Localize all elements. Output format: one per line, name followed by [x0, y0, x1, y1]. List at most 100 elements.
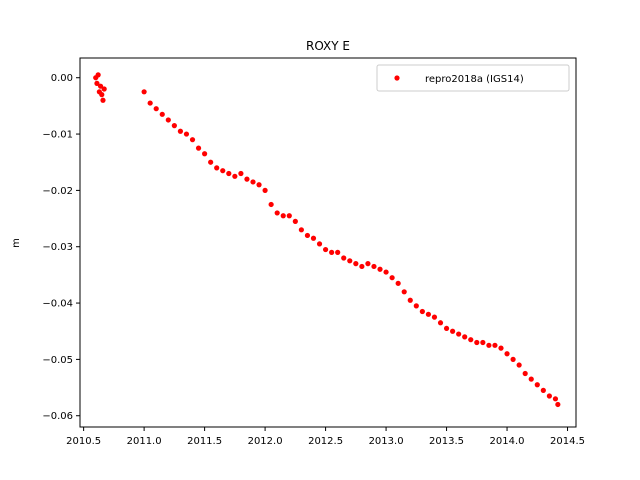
- data-point: [395, 280, 401, 286]
- plot-frame: [79, 57, 577, 428]
- data-point: [298, 227, 304, 233]
- data-point: [329, 249, 335, 255]
- chart-title: ROXY E: [306, 39, 350, 53]
- data-point: [310, 235, 317, 241]
- data-point: [510, 356, 516, 362]
- data-point: [419, 308, 425, 315]
- y-tick-label: −0.03: [42, 242, 73, 253]
- x-tick-label: 2011.5: [187, 436, 222, 447]
- data-point: [100, 97, 106, 103]
- x-axis: 2010.5 2011.0 2011.5 2012.0 2012.5 2013.0 2013…: [66, 427, 585, 447]
- data-point: [250, 179, 256, 185]
- data-point: [189, 137, 196, 143]
- data-point: [268, 201, 274, 208]
- data-point: [504, 351, 510, 357]
- plot-area: [80, 58, 576, 427]
- data-point: [450, 328, 456, 334]
- data-point: [232, 173, 238, 179]
- y-tick-label: −0.06: [42, 411, 73, 422]
- data-point: [153, 106, 159, 112]
- data-point: [304, 232, 311, 239]
- data-point: [528, 376, 534, 382]
- data-point: [220, 168, 226, 174]
- legend-marker: [394, 75, 400, 81]
- y-axis-label: m: [11, 238, 22, 248]
- data-point: [462, 334, 468, 340]
- x-tick-label: 2011.0: [127, 436, 162, 447]
- legend-box: [376, 64, 570, 92]
- data-point: [401, 289, 407, 295]
- data-point: [383, 269, 389, 275]
- x-tick-label: 2012.5: [308, 436, 343, 447]
- data-point: [353, 261, 359, 267]
- data-point: [546, 393, 552, 399]
- data-point: [202, 151, 208, 157]
- data-point: [437, 320, 444, 326]
- data-point: [262, 187, 268, 193]
- data-point: [101, 86, 107, 92]
- y-tick-label: 0.00: [51, 73, 73, 84]
- data-point: [177, 128, 184, 134]
- legend: repro2018a (IGS14): [376, 64, 570, 92]
- data-point: [552, 396, 559, 402]
- data-point: [226, 170, 232, 177]
- x-tick-label: 2012.0: [248, 436, 283, 447]
- data-point: [335, 249, 341, 255]
- y-tick-label: −0.04: [42, 299, 73, 310]
- data-point: [322, 246, 329, 253]
- data-point: [99, 92, 105, 98]
- data-point: [425, 311, 432, 317]
- data-point: [492, 342, 498, 348]
- y-tick-label: −0.01: [42, 130, 73, 141]
- data-point: [195, 145, 202, 151]
- data-point: [347, 258, 353, 264]
- data-point: [208, 159, 214, 165]
- data-point: [359, 263, 365, 270]
- data-point: [486, 342, 492, 348]
- data-point: [540, 387, 546, 393]
- data-point: [341, 255, 347, 261]
- data-point: [431, 314, 438, 320]
- x-tick-label: 2010.5: [66, 436, 101, 447]
- data-point: [498, 345, 504, 351]
- data-point: [474, 339, 480, 346]
- data-point: [286, 213, 292, 219]
- legend-label: repro2018a (IGS14): [425, 74, 524, 85]
- data-point: [183, 131, 190, 137]
- data-point: [516, 362, 522, 368]
- data-point: [274, 210, 280, 216]
- data-point: [171, 123, 177, 129]
- x-tick-label: 2013.0: [369, 436, 404, 447]
- data-point: [165, 117, 171, 123]
- data-point: [214, 165, 220, 171]
- x-tick-label: 2014.5: [550, 436, 585, 447]
- data-point: [97, 83, 104, 89]
- data-point: [316, 241, 323, 247]
- data-point: [244, 176, 250, 182]
- data-points: [93, 72, 561, 408]
- y-tick-label: −0.02: [42, 186, 73, 197]
- data-point: [468, 337, 474, 343]
- data-point: [292, 218, 298, 224]
- data-point: [413, 303, 419, 309]
- data-point: [480, 339, 486, 346]
- y-tick-label: −0.05: [42, 355, 73, 366]
- data-point: [407, 297, 413, 303]
- data-point: [159, 111, 165, 117]
- data-point: [389, 275, 395, 281]
- data-point: [522, 370, 528, 377]
- data-point: [238, 170, 244, 177]
- x-tick-label: 2013.5: [429, 436, 464, 447]
- data-point: [377, 266, 383, 272]
- data-point: [95, 72, 101, 78]
- data-point: [280, 213, 286, 219]
- data-point: [256, 182, 262, 188]
- data-point: [365, 261, 371, 267]
- data-point: [534, 382, 540, 388]
- data-point: [371, 263, 377, 270]
- y-axis: 0.00 −0.01 −0.02 −0.03 −0.04 −0.05 −0.06: [42, 73, 80, 422]
- data-point: [147, 100, 153, 106]
- data-point: [443, 325, 450, 332]
- data-point: [94, 80, 100, 86]
